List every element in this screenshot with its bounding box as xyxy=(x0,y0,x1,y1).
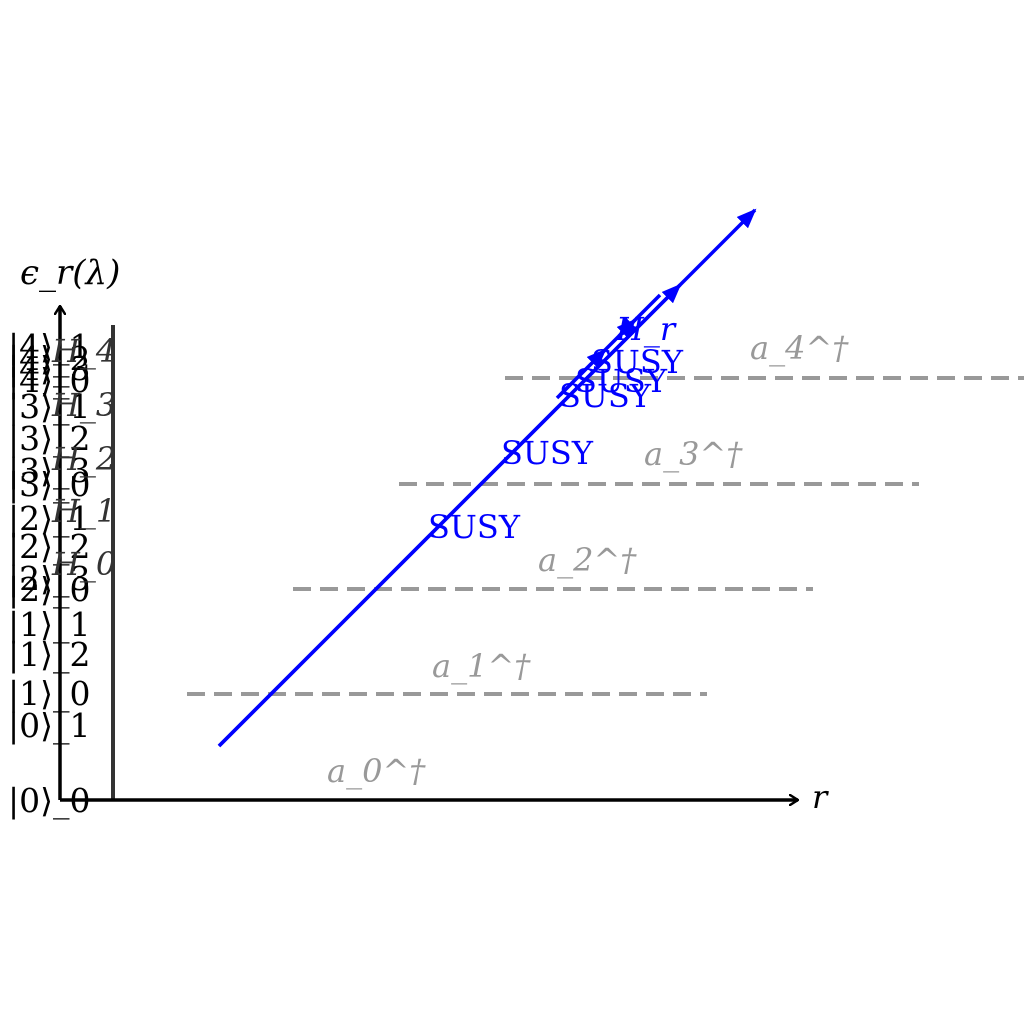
x-axis-label: r xyxy=(812,778,829,816)
state-labels: |0⟩_0 |0⟩_1 |1⟩_0 |1⟩_2 |1⟩_1 |2⟩_0 |2⟩_… xyxy=(8,327,90,821)
susy-label: SUSY xyxy=(559,377,652,415)
susy-label: SUSY xyxy=(591,343,684,381)
hamiltonian-label: H_1 xyxy=(51,492,116,530)
susy-label: SUSY xyxy=(428,508,521,546)
hamiltonian-label: H_2 xyxy=(51,440,116,478)
state-label: |3⟩_2 xyxy=(8,419,90,459)
flow-label: H_r xyxy=(615,310,677,348)
operator-label: a_4^† xyxy=(750,329,849,367)
susy-label: SUSY xyxy=(501,434,594,472)
state-label: |2⟩_1 xyxy=(8,499,90,539)
hamiltonian-label: H_0 xyxy=(51,545,116,583)
operator-label: a_2^† xyxy=(538,541,637,579)
susy-label: SUSY xyxy=(575,362,668,400)
y-axis-label: ϵ_r(λ) xyxy=(20,253,120,293)
hamiltonian-label: H_4 xyxy=(51,332,116,370)
hamiltonian-label: H_3 xyxy=(51,386,116,424)
state-label: |3⟩_0 xyxy=(8,465,90,505)
state-label: |4⟩_1 xyxy=(8,327,90,367)
energy-levels xyxy=(187,376,1024,696)
state-label: |4⟩_3 xyxy=(8,349,90,389)
state-label: |0⟩_1 xyxy=(8,706,90,746)
operator-label: a_3^† xyxy=(644,435,743,473)
susy-arrow-back xyxy=(617,293,662,338)
state-label: |0⟩_0 xyxy=(8,781,90,821)
operator-labels: a_0^† a_1^† a_2^† a_3^† a_4^† xyxy=(327,329,849,790)
operator-label: a_0^† xyxy=(327,752,426,790)
state-label: |2⟩_2 xyxy=(8,527,90,567)
operator-label: a_1^† xyxy=(432,647,531,685)
state-label: |4⟩_2 xyxy=(8,339,90,379)
susy-labels: SUSY SUSY SUSY SUSY SUSY xyxy=(428,343,684,546)
susy-flow xyxy=(217,208,757,748)
state-label: |3⟩_3 xyxy=(8,451,90,491)
state-label: |3⟩_1 xyxy=(8,387,90,427)
state-label: |1⟩_2 xyxy=(8,635,90,675)
state-label: |4⟩_0 xyxy=(8,361,90,401)
state-label: |2⟩_0 xyxy=(8,570,90,610)
state-label: |1⟩_1 xyxy=(8,605,90,645)
state-label: |1⟩_0 xyxy=(8,674,90,714)
state-label: |2⟩_3 xyxy=(8,559,90,599)
hamiltonian-labels: H_0 H_1 H_2 H_3 H_4 xyxy=(51,332,116,583)
susy-arrow-inner xyxy=(558,348,607,397)
